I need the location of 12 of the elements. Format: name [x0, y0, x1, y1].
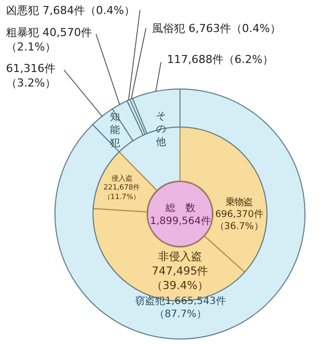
slice-label: 非侵入盗 [158, 250, 202, 264]
slice-label: 粗暴犯 40,570件（2.1%） [6, 26, 92, 54]
donut-slice [54, 88, 306, 340]
data-label: 117,688件（6.2%） [167, 53, 274, 66]
data-label: 747,495件（39.4%） [152, 264, 208, 292]
data-label: 61,316件（3.2%） [6, 62, 56, 90]
slice-label: 凶悪犯 7,684件（0.4%） [6, 4, 135, 17]
slice-label: 乗物盗 [225, 196, 252, 208]
text: 総 数 [164, 202, 196, 214]
data-label: 696,370件（36.7%） [215, 208, 263, 232]
slice-label: 風俗犯 6,763件（0.4%） [152, 22, 281, 35]
text: 1,899,564件 [150, 216, 211, 227]
